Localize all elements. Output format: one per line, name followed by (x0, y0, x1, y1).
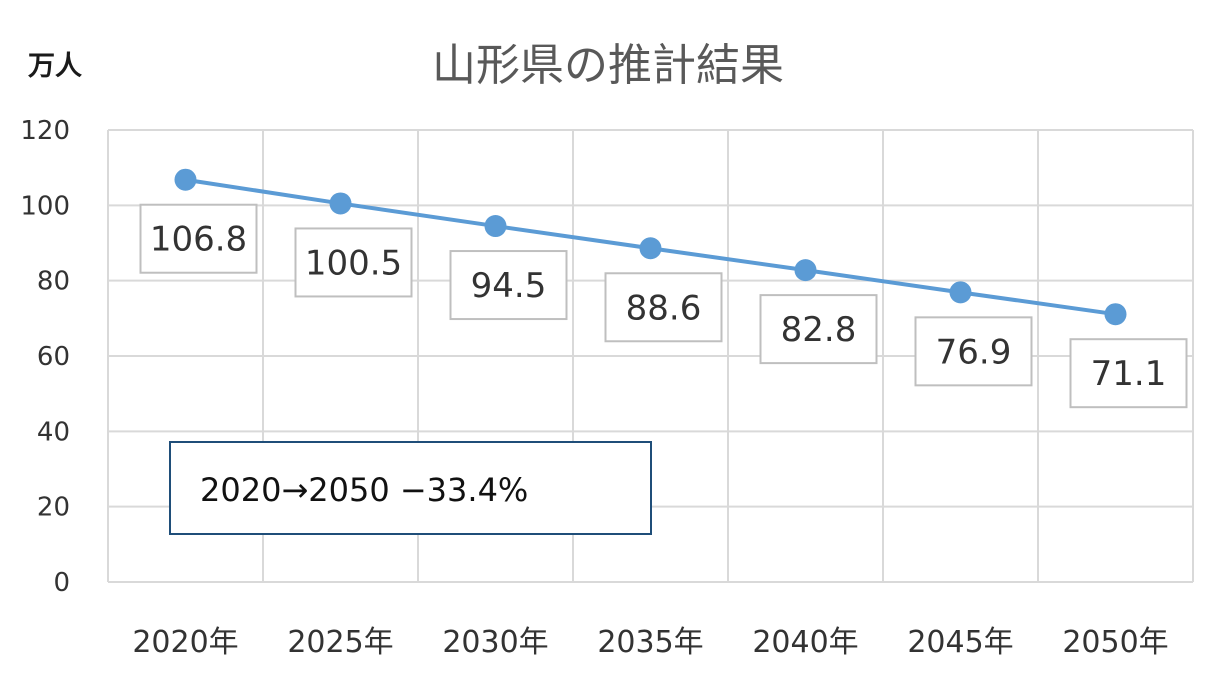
markers (174, 168, 1127, 326)
data-label: 76.9 (936, 332, 1012, 372)
y-tick-label: 40 (37, 417, 70, 447)
data-label: 94.5 (471, 266, 547, 306)
x-tick-label: 2040年 (752, 625, 858, 660)
x-tick-label: 2050年 (1062, 625, 1168, 660)
data-label: 88.6 (626, 288, 702, 328)
data-label: 100.5 (305, 243, 402, 283)
data-point (1104, 303, 1127, 326)
data-point (174, 168, 197, 191)
x-tick-label: 2020年 (132, 625, 238, 660)
y-axis: 0 20 40 60 80 100 120 (20, 116, 70, 598)
data-label-box (759, 294, 878, 365)
data-label: 106.8 (150, 220, 247, 260)
y-tick-label: 80 (37, 267, 70, 297)
data-point (794, 259, 817, 282)
data-point (329, 192, 352, 215)
data-label-box (449, 250, 568, 321)
data-label-box (139, 203, 258, 274)
data-label-box (1069, 338, 1188, 409)
chart-title: 山形県の推計結果 (432, 40, 784, 91)
x-tick-label: 2035年 (597, 625, 703, 660)
x-tick-label: 2025年 (287, 625, 393, 660)
x-tick-label: 2045年 (907, 625, 1013, 660)
data-label-box (914, 316, 1033, 387)
data-point (639, 237, 662, 260)
y-tick-label: 120 (20, 116, 70, 146)
y-tick-label: 20 (37, 493, 70, 523)
annotation-box: 2020→2050 −33.4% (169, 441, 652, 535)
data-label: 71.1 (1091, 354, 1167, 394)
data-label-box (604, 272, 723, 343)
x-axis: 2020年 2025年 2030年 2035年 2040年 2045年 2050年 (132, 625, 1168, 660)
data-labels: 106.8 100.5 94.5 88.6 82.8 76.9 71.1 (139, 203, 1188, 409)
y-tick-label: 100 (20, 191, 70, 221)
y-tick-label: 60 (37, 342, 70, 372)
x-tick-label: 2030年 (442, 625, 548, 660)
unit-label: 万人 (28, 51, 82, 82)
data-label: 82.8 (781, 310, 857, 350)
data-label-box (294, 227, 413, 298)
y-tick-label: 0 (53, 568, 70, 598)
data-point (949, 281, 972, 304)
annotation-text: 2020→2050 −33.4% (200, 471, 528, 509)
data-point (484, 215, 507, 238)
